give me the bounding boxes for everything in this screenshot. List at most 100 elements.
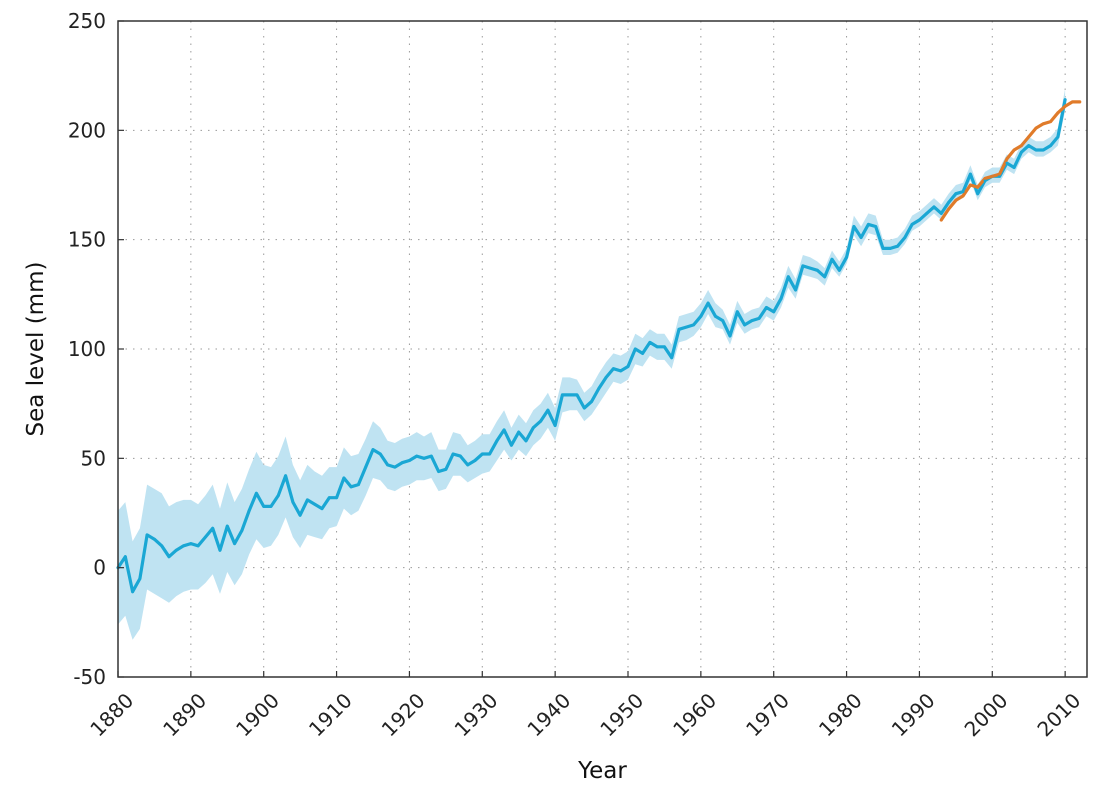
data-point (291, 500, 295, 504)
data-point (969, 183, 972, 187)
data-point (976, 192, 980, 196)
data-point (626, 365, 630, 368)
data-point (1020, 150, 1023, 154)
data-point (692, 323, 695, 327)
data-point-layer (116, 98, 1082, 594)
satellite-series-line (939, 100, 1082, 222)
x-tick-label: 2010 (1032, 688, 1085, 741)
data-point (255, 491, 258, 495)
uncertainty-band (118, 88, 1066, 640)
data-point (1063, 98, 1067, 102)
data-point (765, 306, 768, 309)
data-point (612, 367, 615, 371)
data-point (466, 463, 470, 467)
data-point (1020, 144, 1023, 148)
x-tick-label: 1900 (231, 688, 284, 741)
data-point (1012, 148, 1016, 152)
data-point (510, 443, 513, 447)
data-point (204, 535, 207, 539)
data-point (939, 212, 943, 215)
uncertainty-band-layer (118, 88, 1066, 640)
data-point (364, 465, 368, 469)
data-point (888, 247, 892, 250)
x-tick-label: 1970 (741, 688, 794, 741)
x-tick-label: 1990 (887, 688, 940, 741)
data-point (1027, 135, 1031, 139)
y-tick-label: 0 (93, 556, 106, 580)
data-point (517, 430, 521, 434)
data-point (983, 177, 987, 180)
data-point (1049, 120, 1052, 123)
data-point (735, 310, 739, 314)
data-point (575, 393, 579, 397)
data-point (568, 393, 572, 397)
data-point (480, 452, 484, 456)
data-point (779, 297, 783, 301)
data-point (823, 275, 827, 279)
data-point (1049, 144, 1052, 148)
y-tick-label: 150 (68, 228, 106, 252)
x-tick-label: 1910 (304, 688, 357, 741)
data-point (867, 223, 870, 226)
data-point (386, 463, 389, 467)
data-point (357, 483, 360, 486)
data-point (939, 218, 943, 222)
data-point (706, 301, 710, 305)
data-point (240, 529, 244, 532)
data-point (641, 352, 644, 355)
data-point (131, 590, 135, 594)
data-point (655, 345, 659, 349)
data-point (604, 376, 608, 379)
data-point (845, 255, 848, 259)
data-point (335, 496, 338, 500)
data-point (189, 542, 193, 545)
data-point (1056, 111, 1060, 115)
data-point (371, 448, 375, 451)
data-point (174, 548, 178, 552)
data-point (903, 236, 907, 239)
data-point (648, 341, 652, 344)
data-point (757, 317, 761, 320)
data-point (138, 577, 142, 580)
data-point (1078, 100, 1082, 104)
data-point (378, 452, 382, 456)
y-tick-label: 50 (81, 446, 106, 470)
data-point (663, 345, 666, 349)
data-point (313, 502, 317, 506)
data-point (320, 507, 324, 510)
data-point (123, 555, 127, 559)
y-tick-label: 200 (68, 118, 106, 142)
data-point (619, 369, 623, 373)
data-point (721, 319, 725, 322)
data-point (816, 268, 819, 272)
x-tick-label: 1890 (158, 688, 211, 741)
data-point (459, 454, 462, 458)
data-point (976, 185, 980, 189)
data-point (684, 325, 688, 329)
data-point (1063, 104, 1067, 108)
data-point (561, 393, 564, 397)
data-point (546, 408, 550, 412)
data-point (233, 542, 237, 545)
y-axis-ticks: -50 0 50 100 150 200 250 (68, 9, 124, 689)
data-point (182, 544, 186, 548)
data-point (772, 310, 776, 314)
x-tick-label: 2000 (960, 688, 1013, 741)
data-point (211, 526, 215, 530)
data-point (400, 461, 404, 465)
data-point (269, 505, 273, 508)
data-point (633, 347, 637, 351)
data-point (167, 555, 171, 559)
data-point (830, 257, 834, 261)
data-point (495, 439, 499, 443)
data-point (852, 225, 856, 228)
x-tick-label: 1940 (522, 688, 575, 741)
data-point (794, 288, 797, 292)
data-point (859, 236, 863, 239)
data-point (408, 459, 411, 462)
data-point (276, 494, 280, 497)
data-point (998, 172, 1001, 176)
data-point (801, 264, 805, 268)
data-point (998, 174, 1001, 178)
